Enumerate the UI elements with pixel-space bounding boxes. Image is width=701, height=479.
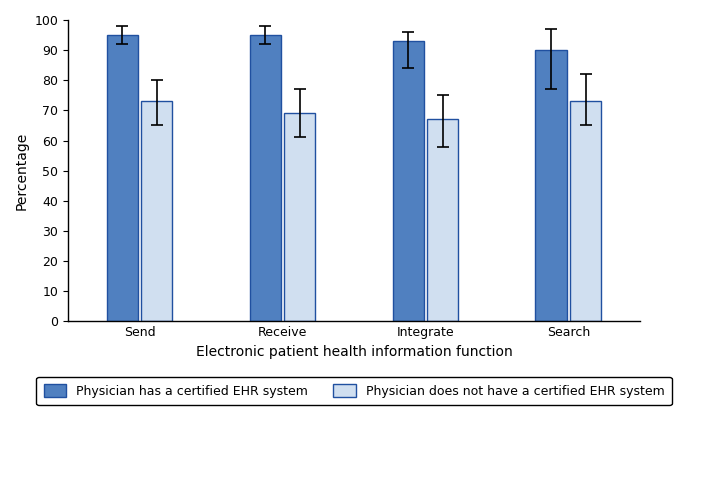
- Legend: Physician has a certified EHR system, Physician does not have a certified EHR sy: Physician has a certified EHR system, Ph…: [36, 377, 672, 405]
- Y-axis label: Percentage: Percentage: [15, 132, 29, 210]
- Bar: [570, 102, 601, 321]
- Bar: [250, 35, 281, 321]
- Bar: [141, 102, 172, 321]
- Bar: [393, 41, 424, 321]
- Bar: [427, 119, 458, 321]
- Bar: [284, 114, 315, 321]
- Bar: [107, 35, 138, 321]
- X-axis label: Electronic patient health information function: Electronic patient health information fu…: [196, 345, 512, 359]
- Bar: [536, 50, 567, 321]
